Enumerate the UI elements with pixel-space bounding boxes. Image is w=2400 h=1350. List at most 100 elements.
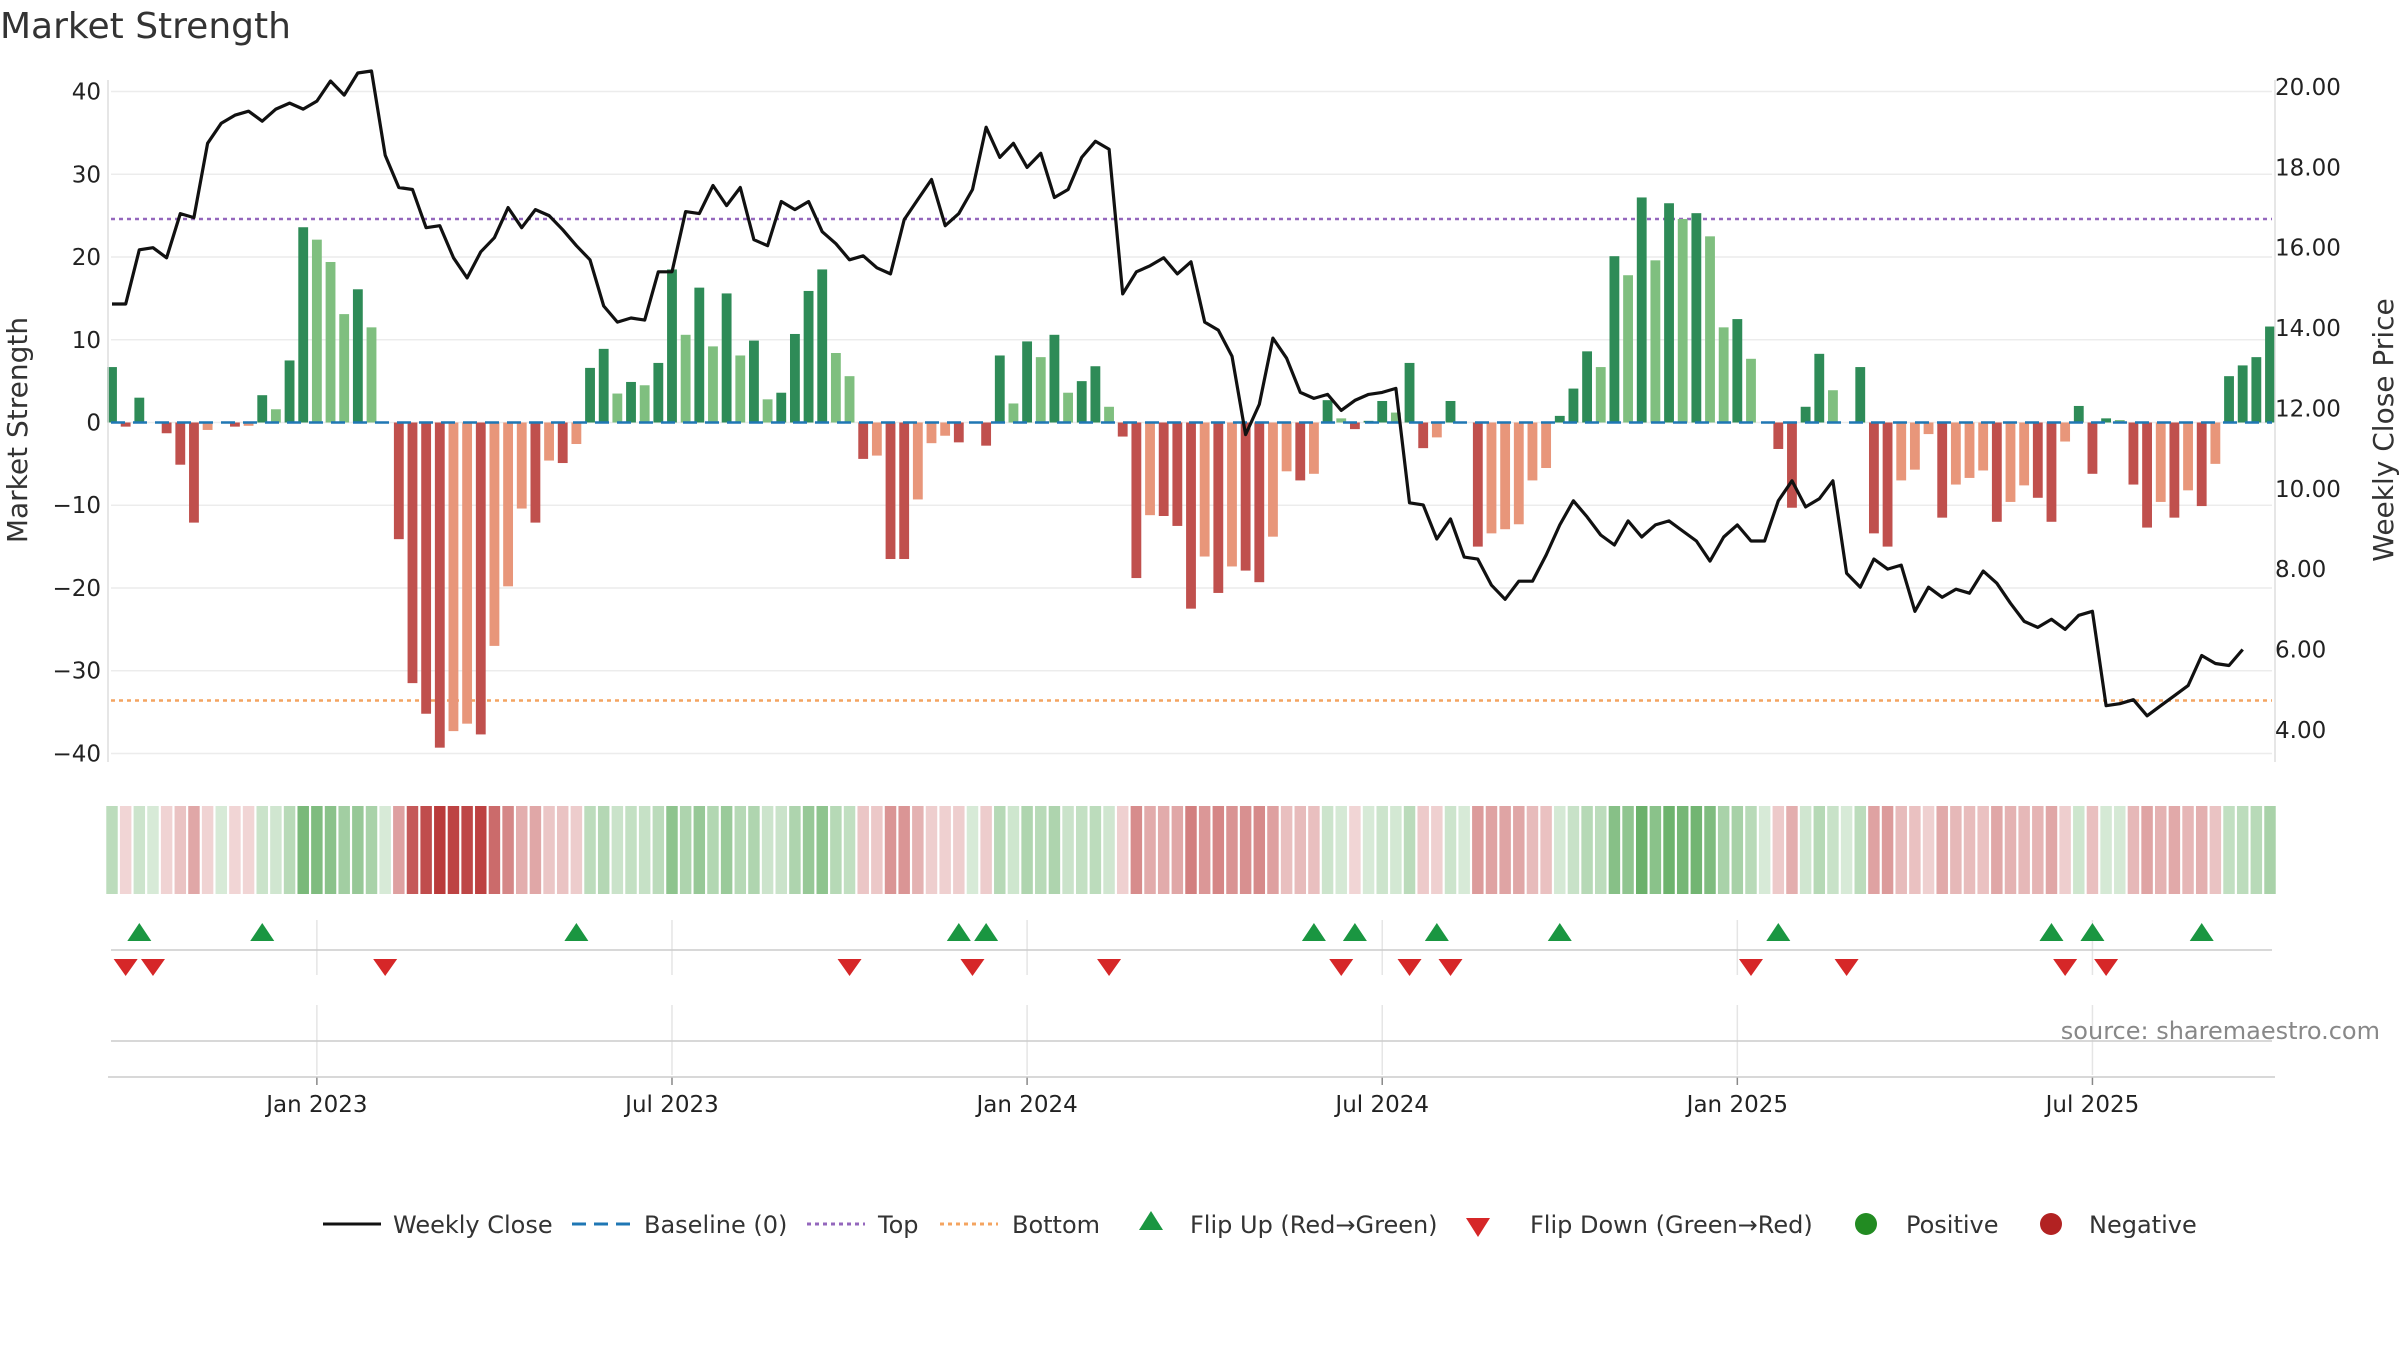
strength-bar [2251,357,2262,423]
strength-bar [1404,362,1415,423]
flip-down-marker [373,959,398,976]
heat-strip-cell [147,806,159,894]
flip-up-marker [1547,923,1572,941]
strength-bar [926,422,937,444]
strength-bar [1650,260,1661,423]
flip-up-marker [1766,923,1791,941]
heat-strip-cell [1280,806,1293,894]
strength-bar [2224,376,2234,423]
heat-strip-cell [2154,806,2167,894]
x-tick-label: Jul 2024 [1333,1092,1429,1118]
strength-bar [994,355,1005,423]
strength-bar [1828,390,1838,423]
strength-bar [544,422,554,461]
heat-strip-cell [242,806,255,894]
strength-bar [1705,236,1715,423]
y-right-tick-label: 20.00 [2275,75,2341,101]
strength-bar [557,422,568,464]
heat-strip-cell [1116,806,1129,894]
heat-strip-cell [789,806,801,894]
flip-up-marker [974,923,999,941]
heat-strip-cell [461,806,473,894]
strength-bar [230,422,240,427]
y-left-tick-label: 0 [86,411,101,437]
heat-strip-cell [775,806,787,894]
flip-down-marker [960,959,985,976]
strength-bar [1541,422,1552,469]
strength-bar [1431,422,1442,438]
strength-bar [503,422,514,587]
legend-flip-down-icon [1466,1218,1490,1237]
strength-bar [858,422,869,459]
strength-bar [298,227,309,423]
strength-bar [680,334,691,423]
strength-bar [1732,319,1743,423]
strength-bar [2032,422,2043,498]
strength-bar [1568,388,1579,423]
strength-bar [639,385,650,423]
flip-markers [111,923,2272,976]
heat-strip-cell [1881,806,1894,894]
heat-strip-cell [1198,806,1211,894]
strength-bar [871,422,882,456]
strength-bar [776,392,787,423]
strength-bar [1950,422,1961,485]
strength-bar [1117,422,1128,437]
flip-down-marker [837,959,862,976]
strength-bar [530,422,541,523]
heat-strip-cell [1444,806,1457,894]
heat-strip-cell [133,806,146,894]
strength-bar [1486,422,1497,534]
strength-bar [585,367,595,423]
heat-strip-cell [2073,806,2085,894]
strength-bar [1186,422,1196,609]
flip-up-marker [2039,923,2064,941]
y-right-tick-label: 6.00 [2275,637,2326,663]
heat-strip-cell [475,806,487,894]
x-tick-label: Jan 2023 [264,1092,367,1118]
heat-strip-cell [2032,806,2044,894]
heat-strip-cell [597,806,610,894]
heat-strip-cell [1868,806,1880,894]
strength-bar [789,333,800,423]
heat-strip-cell [1048,806,1061,894]
strength-bar [475,422,486,735]
flip-down-marker [1438,959,1463,976]
heat-strip-cell [2100,806,2112,894]
strength-bar [1076,381,1087,423]
heat-strip-cell [679,806,692,894]
heat-strip-cell [106,806,118,894]
heat-strip-cell [1021,806,1033,894]
heat-strip-cell [802,806,815,894]
heat-strip-cell [2195,806,2208,894]
close-line-layer [112,69,2244,718]
heat-strip-cell [393,806,405,894]
heat-strip-cell [1731,806,1744,894]
flip-down-marker [1397,959,1422,976]
heat-strip-cell [1144,806,1156,894]
y-left-tick-label: −40 [52,741,101,767]
heat-strip-cell [1321,806,1334,894]
x-tick-label: Jan 2024 [974,1092,1077,1118]
strength-bar [2183,422,2193,491]
strength-bar [981,422,992,446]
strength-bar [462,422,473,724]
y-left-tick-label: 30 [72,162,101,188]
strength-bar [1199,422,1210,557]
heat-strip-cell [119,806,132,894]
heat-strip-cell [2018,806,2030,894]
strength-bar [1636,197,1647,423]
flip-down-marker [1329,959,1354,976]
flip-up-marker [1301,923,1326,941]
strength-bar [1609,256,1620,423]
strength-bar [434,422,445,748]
legend: Weekly Close Baseline (0) Top Bottom Fli… [323,1211,2197,1239]
strength-bar [2073,405,2084,423]
heat-strip-cell [529,806,542,894]
heat-strip-cell [488,806,501,894]
y-right-tick-label: 4.00 [2275,718,2326,744]
strength-bar [1172,422,1183,526]
heat-strip-cell [2141,806,2153,894]
heat-strip-cell [420,806,432,894]
strength-bar [1964,422,1975,478]
